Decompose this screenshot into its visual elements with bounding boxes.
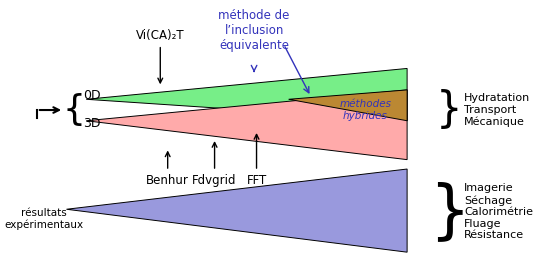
- Polygon shape: [67, 169, 407, 252]
- Text: 0D: 0D: [83, 89, 101, 102]
- Polygon shape: [86, 90, 407, 160]
- Text: méthodes
hybrides: méthodes hybrides: [339, 99, 391, 121]
- Text: Benhur: Benhur: [146, 152, 189, 187]
- Polygon shape: [86, 69, 407, 121]
- Text: Hydratation
Transport
Mécanique: Hydratation Transport Mécanique: [464, 93, 530, 127]
- Text: {: {: [62, 93, 86, 127]
- Text: }: }: [429, 181, 469, 243]
- Text: méthode de
l’inclusion
équivalente: méthode de l’inclusion équivalente: [218, 9, 290, 52]
- Text: Fdvgrid: Fdvgrid: [192, 143, 237, 187]
- Text: }: }: [436, 89, 462, 131]
- Text: Vi(CA)₂T: Vi(CA)₂T: [136, 29, 185, 83]
- Text: FFT: FFT: [247, 134, 267, 187]
- Text: résultats
expérimentaux: résultats expérimentaux: [5, 208, 84, 230]
- Text: Imagerie
Séchage
Calorimétrie
Fluage
Résistance: Imagerie Séchage Calorimétrie Fluage Rés…: [464, 183, 533, 240]
- Text: 3D: 3D: [83, 117, 101, 130]
- Polygon shape: [289, 90, 407, 121]
